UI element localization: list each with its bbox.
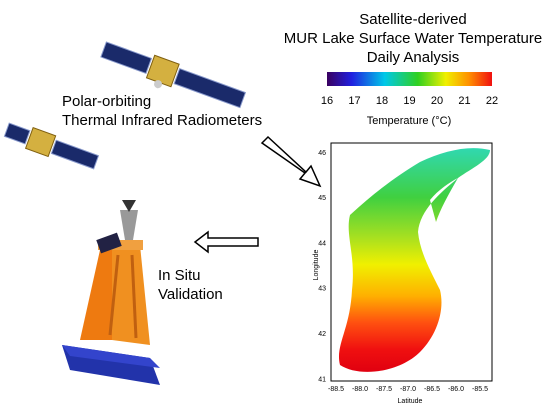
- colorbar-label: Temperature (°C): [367, 115, 451, 127]
- colorbar: [327, 72, 492, 86]
- map-x-tick-label: -87.0: [400, 386, 416, 393]
- header: Satellite-derived MUR Lake Surface Water …: [284, 11, 542, 66]
- map-y-tick-label: 43: [318, 286, 326, 293]
- colorbar-tick-label: 17: [348, 95, 360, 107]
- map-x-tick-label: -88.0: [352, 386, 368, 393]
- header-line: MUR Lake Surface Water Temperature: [284, 30, 542, 47]
- map-x-tick-label: -88.5: [328, 386, 344, 393]
- satellite-icon: [3, 122, 100, 170]
- map-x-tick-label: -87.5: [376, 386, 392, 393]
- validation-text: In Situ Validation: [158, 267, 223, 303]
- colorbar-ticks: 16 17 18 19 20 21 22: [321, 95, 498, 107]
- colorbar-tick-label: 18: [376, 95, 388, 107]
- buoy-icon: [62, 200, 160, 385]
- colorbar-tick-label: 20: [431, 95, 443, 107]
- map-y-tick-label: 42: [318, 331, 326, 338]
- satellite-line: Thermal Infrared Radiometers: [62, 112, 262, 129]
- map-y-tick-label: 41: [318, 376, 326, 383]
- map-x-tick-label: -86.5: [424, 386, 440, 393]
- satellite-text: Polar-orbiting Thermal Infrared Radiomete…: [62, 93, 262, 129]
- satellite-icon: [100, 41, 247, 109]
- arrow: [193, 230, 259, 254]
- header-line: Daily Analysis: [367, 49, 460, 66]
- map-y-tick-label: 44: [318, 240, 326, 247]
- map-x-tick-label: -85.5: [472, 386, 488, 393]
- lake-map: [338, 148, 490, 372]
- satellite-line: Polar-orbiting: [62, 93, 151, 110]
- map-x-tick-label: -86.0: [448, 386, 464, 393]
- colorbar-tick-label: 21: [458, 95, 470, 107]
- validation-line: Validation: [158, 286, 223, 303]
- map-ticks: 46 45 44 43 42 41-88.5 -88.0 -87.5 -87.0 -86.5 -86…: [318, 150, 488, 393]
- map-x-label: Latitude: [398, 398, 423, 405]
- colorbar-tick-label: 16: [321, 95, 333, 107]
- validation-line: In Situ: [158, 267, 201, 284]
- header-line: Satellite-derived: [359, 11, 467, 28]
- map-y-label: Longitude: [313, 250, 320, 281]
- map-y-tick-label: 46: [318, 150, 326, 157]
- colorbar-tick-label: 22: [486, 95, 498, 107]
- map-y-tick-label: 45: [318, 195, 326, 202]
- arrow: [260, 135, 322, 188]
- colorbar-tick-label: 19: [403, 95, 415, 107]
